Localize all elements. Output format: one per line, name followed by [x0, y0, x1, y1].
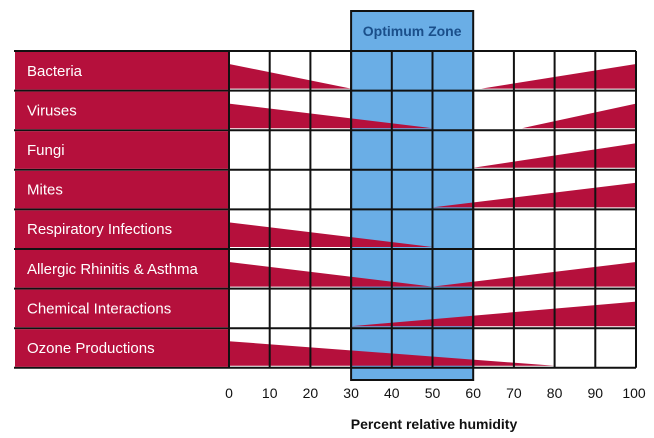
x-tick-label-0: 0 [225, 385, 233, 401]
optimum-zone-frame [350, 10, 475, 381]
risk-wedge-5-0 [229, 262, 433, 287]
row-label-bg-6 [15, 289, 228, 328]
row-label-bg-5 [15, 250, 228, 288]
risk-wedge-1-1 [522, 103, 636, 129]
x-tick-label-5: 50 [425, 385, 441, 401]
row-label-5: Allergic Rhinitis & Asthma [27, 261, 199, 278]
row-label-4: Respiratory Infections [27, 221, 172, 238]
row-label-7: Ozone Productions [27, 340, 155, 357]
row-label-2: Fungi [27, 142, 65, 159]
x-tick-label-8: 80 [547, 385, 563, 401]
risk-wedge-5-1 [432, 262, 636, 287]
x-tick-label-4: 40 [384, 385, 400, 401]
x-tick-label-2: 20 [303, 385, 319, 401]
row-label-bg-4 [15, 210, 228, 248]
row-label-0: Bacteria [27, 63, 83, 80]
row-label-6: Chemical Interactions [27, 300, 171, 317]
risk-wedge-1-0 [229, 103, 433, 129]
row-label-3: Mites [27, 182, 63, 199]
x-tick-label-6: 60 [465, 385, 481, 401]
x-tick-label-3: 30 [343, 385, 359, 401]
risk-wedge-3-0 [432, 182, 636, 208]
x-tick-label-9: 90 [588, 385, 604, 401]
risk-wedge-0-1 [481, 64, 636, 89]
x-tick-label-1: 10 [262, 385, 278, 401]
row-label-bg-7 [15, 329, 228, 367]
row-label-bg-3 [15, 170, 228, 209]
row-label-layer: Bacteria Viruses Fungi Mites Respiratory Inf… [15, 52, 228, 367]
row-label-bg-1 [15, 91, 228, 130]
x-tick-label-10: 100 [622, 385, 646, 401]
x-tick-label-7: 70 [506, 385, 522, 401]
risk-wedge-0-0 [229, 64, 352, 89]
risk-wedge-6-0 [351, 301, 636, 327]
risk-wedge-4-0 [229, 222, 433, 247]
row-label-bg-0 [15, 52, 228, 90]
row-label-bg-2 [15, 131, 228, 169]
row-label-1: Viruses [27, 102, 77, 119]
optimum-zone-title: Optimum Zone [363, 23, 462, 39]
x-tick-layer: 0 10 20 30 40 50 60 70 80 90 100 [225, 385, 646, 401]
x-axis-title: Percent relative humidity [351, 416, 518, 432]
optimum-zone-frame-layer: Optimum Zone [350, 10, 475, 381]
